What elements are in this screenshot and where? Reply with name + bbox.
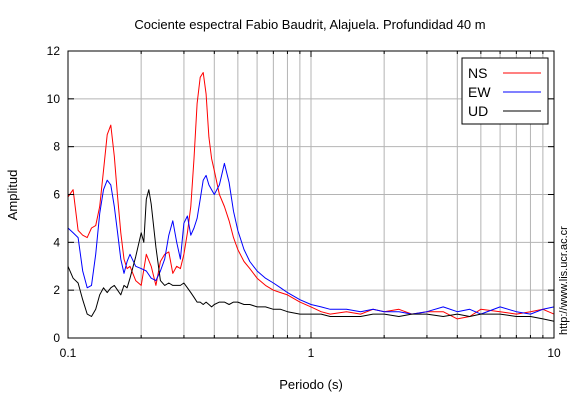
y-tick-label: 6 bbox=[53, 188, 60, 202]
y-axis-title: Amplitud bbox=[5, 170, 20, 221]
series-line-ew bbox=[67, 162, 555, 315]
y-tick-label: 8 bbox=[53, 140, 60, 154]
series-line-ud bbox=[67, 189, 555, 322]
x-tick-label: 0.1 bbox=[60, 346, 77, 360]
legend: NS EW UD bbox=[461, 57, 549, 125]
legend-box bbox=[461, 57, 549, 125]
axis-tick-labels: 0 2 4 6 8 10 12 0.1 1 10 bbox=[47, 44, 561, 360]
series-line-ns bbox=[67, 72, 555, 320]
legend-label-ns: NS bbox=[468, 65, 487, 81]
y-tick-label: 4 bbox=[53, 235, 60, 249]
axis-ticks bbox=[67, 50, 554, 339]
grid-lines bbox=[67, 50, 555, 339]
x-tick-label: 10 bbox=[547, 346, 561, 360]
x-axis-title: Periodo (s) bbox=[279, 377, 343, 392]
legend-label-ew: EW bbox=[468, 84, 491, 100]
y-tick-label: 12 bbox=[47, 44, 61, 58]
chart-title: Cociente espectral Fabio Baudrit, Alajue… bbox=[134, 17, 485, 32]
legend-label-ud: UD bbox=[468, 103, 488, 119]
y-tick-label: 10 bbox=[47, 92, 61, 106]
x-tick-label: 1 bbox=[308, 346, 315, 360]
credit-url: http://www.lis.ucr.ac.cr bbox=[558, 226, 570, 335]
series-lines bbox=[67, 72, 555, 322]
y-tick-label: 2 bbox=[53, 283, 60, 297]
y-tick-label: 0 bbox=[53, 331, 60, 345]
